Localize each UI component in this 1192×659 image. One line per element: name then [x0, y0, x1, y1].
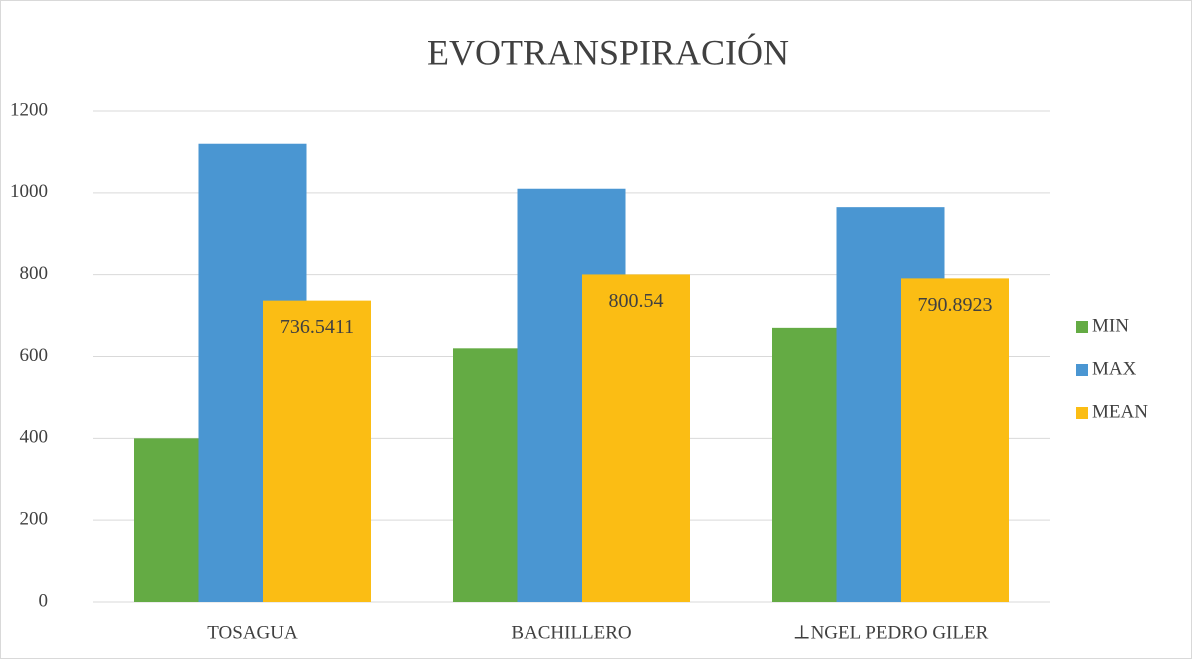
- data-label: 790.8923: [918, 294, 993, 316]
- bar: [582, 274, 690, 602]
- legend-label: MEAN: [1092, 401, 1148, 422]
- legend-label: MIN: [1092, 315, 1129, 336]
- x-tick-label: TOSAGUA: [207, 622, 298, 643]
- y-tick-label: 200: [20, 509, 49, 530]
- y-tick-label: 0: [39, 590, 49, 611]
- data-label: 736.5411: [280, 316, 354, 338]
- legend-swatch: [1076, 407, 1088, 419]
- y-tick-label: 400: [20, 427, 49, 448]
- bar: [263, 300, 371, 602]
- chart-title: EVOTRANSPIRACIÓN: [427, 32, 789, 72]
- legend-label: MAX: [1092, 358, 1137, 379]
- x-tick-label: BACHILLERO: [511, 622, 631, 643]
- y-tick-label: 1000: [10, 181, 48, 202]
- y-tick-label: 1200: [10, 99, 48, 120]
- x-tick-label: ⊥NGEL PEDRO GILER: [793, 622, 989, 643]
- data-label: 800.54: [609, 290, 664, 312]
- y-tick-label: 600: [20, 345, 49, 366]
- y-tick-label: 800: [20, 263, 49, 284]
- legend-swatch: [1076, 321, 1088, 333]
- bar: [901, 278, 1009, 602]
- legend-swatch: [1076, 364, 1088, 376]
